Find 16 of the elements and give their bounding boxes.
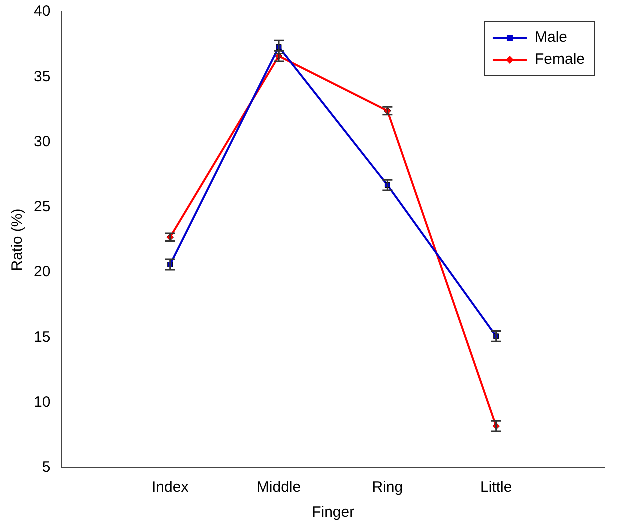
x-tick-label: Middle <box>256 479 302 496</box>
y-tick-label: 35 <box>34 68 51 86</box>
x-tick-label: Little <box>480 479 512 496</box>
y-tick-label: 20 <box>34 264 51 281</box>
y-tick-label: 10 <box>34 394 51 411</box>
y-tick-label: 15 <box>34 328 51 346</box>
y-tick-label: 30 <box>34 133 51 150</box>
x-axis-title: Finger <box>312 504 355 522</box>
legend-label: Male <box>534 29 568 46</box>
y-tick-label: 25 <box>34 198 51 216</box>
x-tick-label: Ring <box>372 479 404 496</box>
legend-label: Female <box>534 51 586 68</box>
y-axis-title: Ratio (%) <box>9 208 26 272</box>
y-tick-label: 40 <box>34 3 51 20</box>
x-tick-label: Index <box>152 479 190 496</box>
y-tick-label: 5 <box>42 459 51 476</box>
